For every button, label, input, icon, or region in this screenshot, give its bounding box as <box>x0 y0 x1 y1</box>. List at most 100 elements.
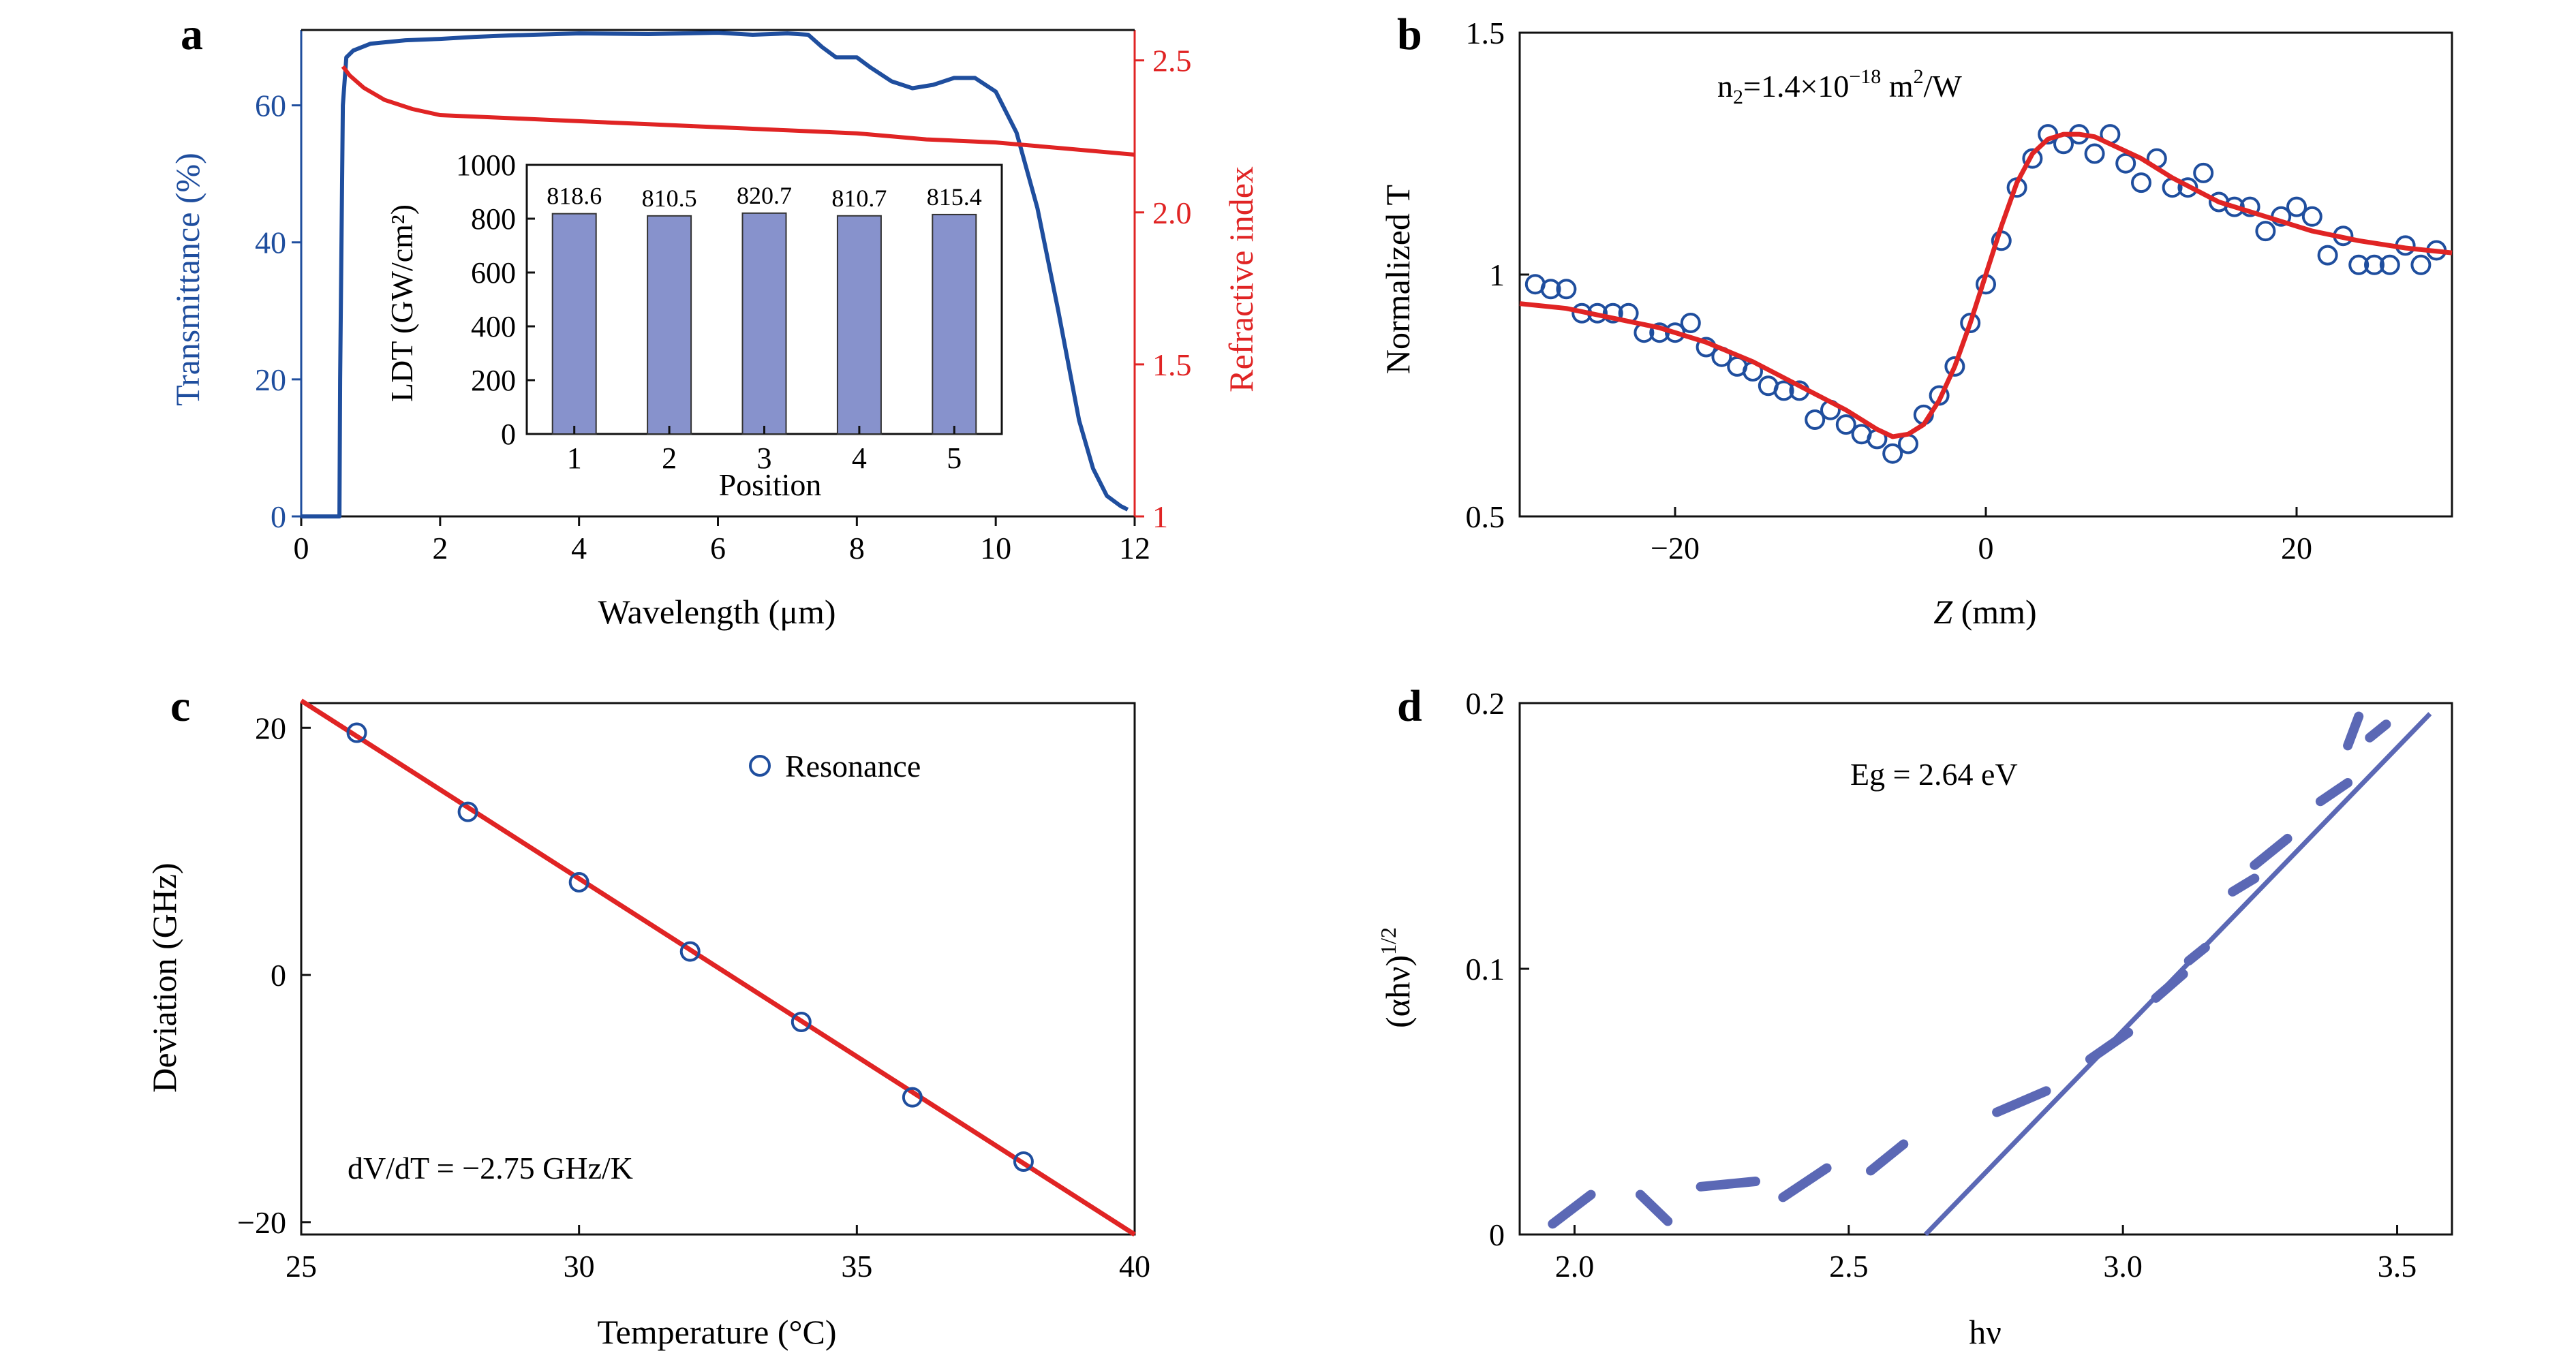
panel-d-data-segment <box>1636 1190 1673 1226</box>
panel-d-data-segment <box>2343 711 2364 751</box>
panel-b-point <box>2286 196 2307 217</box>
panel-b-fit-line <box>1519 131 2453 439</box>
panel-a-inset-ylabel: LDT (GW/cm²) <box>384 204 419 402</box>
panel-a-inset-bar <box>932 213 977 435</box>
panel-d-plot: 2.0 2.5 3.0 3.5 0 0.1 0.2 <box>1466 686 2453 1284</box>
panel-b-point <box>1898 433 1918 454</box>
panel-b-point <box>2022 148 2043 169</box>
panel-b-point <box>1835 414 1856 435</box>
panel-b-xtick-label: 0 <box>1978 531 1994 565</box>
panel-b-ytick-label: 1.5 <box>1466 16 1505 50</box>
panel-a-inset-xtick-label: 2 <box>662 441 677 475</box>
panel-d-xtick-label: 2.5 <box>1829 1249 1869 1284</box>
panel-a-inset-bar-label: 810.7 <box>831 185 887 212</box>
panel-b-point <box>1944 356 1965 377</box>
panel-a-inset-xtick-label: 4 <box>852 441 867 475</box>
panel-b-point <box>1540 279 1561 300</box>
panel-a-inset-bar-label: 820.7 <box>737 182 792 209</box>
panel-a-y2label: Refractive index <box>1222 166 1260 392</box>
panel-a-ytick-label: 40 <box>255 226 286 260</box>
panel-b-point <box>2084 143 2105 164</box>
panel-a-inset-bar-label: 818.6 <box>547 183 602 210</box>
panel-a-y2tick-label: 2.0 <box>1152 196 1192 230</box>
panel-c-ylabel: Deviation (GHz) <box>145 863 183 1092</box>
panel-a-inset: 818.6 1 810.5 2 820.7 3 810.7 4 815.4 5 0 200 400 600… <box>456 149 1003 475</box>
panel-d-ytick-label: 0 <box>1489 1217 1505 1252</box>
panel-b-point <box>2348 254 2370 275</box>
panel-c-ytick-label: −20 <box>237 1205 286 1240</box>
panel-a-xtick-label: 10 <box>980 531 1011 565</box>
panel-a-inset-bar <box>836 215 882 435</box>
panel-a-y2tick-label: 2.5 <box>1152 44 1192 78</box>
panel-b-ytick-label: 1 <box>1489 258 1505 292</box>
panel-b-xlabel: Z (mm) <box>1933 593 2036 631</box>
panel-a-xtick-label: 8 <box>849 531 865 565</box>
panel-c-point <box>568 872 589 893</box>
panel-c-fit-line <box>300 698 1136 1237</box>
panel-b-annotation: n2=1.4×10−18 m2/W <box>1717 65 1962 108</box>
panel-d-fit-line <box>1923 712 2432 1237</box>
panel-c-point <box>679 941 701 962</box>
panel-b-point <box>1882 443 1903 464</box>
panel-b-point <box>1680 313 1701 333</box>
panel-d-data-segment <box>1866 1139 1909 1176</box>
panel-d-ytick-label: 0.1 <box>1466 952 1505 987</box>
panel-b-point <box>1602 302 1623 324</box>
panel-d-xlabel: hν <box>1969 1313 2002 1351</box>
panel-c-xlabel: Temperature (°C) <box>597 1313 836 1351</box>
panel-b-point <box>1960 313 1981 333</box>
panel-a-inset-ytick-label: 0 <box>501 418 516 451</box>
panel-c-letter: c <box>170 681 190 731</box>
panel-b-point <box>2317 245 2338 266</box>
panel-d-xtick-label: 2.0 <box>1555 1249 1595 1284</box>
panel-c-xtick-label: 25 <box>286 1249 317 1284</box>
panel-b-ylabel: Normalized T <box>1379 185 1417 374</box>
panel-c-point <box>902 1087 923 1108</box>
panel-b-xtick-label: −20 <box>1651 531 1700 565</box>
panel-b-point <box>2255 221 2276 242</box>
panel-c-frame <box>300 702 1136 1236</box>
panel-c-ytick-label: 0 <box>271 958 286 993</box>
panel-b-point <box>2131 172 2151 193</box>
panel-b-point <box>1805 409 1826 430</box>
panel-b-point <box>2193 162 2214 183</box>
panel-a-inset-bar-label: 810.5 <box>642 185 697 212</box>
panel-b-point <box>2115 153 2136 174</box>
panel-a-inset-ytick-label: 200 <box>471 364 516 397</box>
panel-d-data-segment <box>2315 778 2353 807</box>
panel-c-point <box>346 722 367 743</box>
panel-a-refractive-index-line <box>341 65 1135 157</box>
panel-a-y2tick-label: 1.5 <box>1152 347 1192 382</box>
panel-b-point <box>1665 322 1685 343</box>
panel-c-point <box>457 801 478 822</box>
panel-a-xtick-label: 12 <box>1119 531 1150 565</box>
panel-a-inset-ytick-label: 1000 <box>456 149 516 182</box>
panel-c-xtick-label: 30 <box>564 1249 595 1284</box>
panel-c-point <box>791 1012 812 1032</box>
panel-a-inset-xtick-label: 1 <box>567 441 582 475</box>
panel-d-xtick-label: 3.0 <box>2103 1249 2143 1284</box>
panel-d-data-segment <box>2365 719 2391 743</box>
panel-d-data-segment <box>1778 1163 1832 1202</box>
panel-d-ytick-label: 0.2 <box>1466 686 1505 721</box>
panel-b-point <box>1556 279 1577 300</box>
panel-b-xtick-label: 20 <box>2281 531 2312 565</box>
panel-a-ylabel: Transmittance (%) <box>168 153 206 406</box>
panel-a-inset-ytick-label: 600 <box>471 256 516 290</box>
panel-b-point <box>2364 254 2385 275</box>
panel-b-point <box>2177 177 2198 198</box>
panel-a-inset-xtick-label: 3 <box>757 441 772 475</box>
panel-c-ytick-label: 20 <box>255 711 286 745</box>
panel-c-plot: 25 30 35 40 −20 0 20 <box>237 698 1150 1284</box>
panel-a-ytick-label: 60 <box>255 89 286 123</box>
panel-b-point <box>1773 380 1794 401</box>
panel-b-point <box>2410 254 2432 275</box>
panel-a-inset-bar-label: 815.4 <box>927 183 982 211</box>
panel-b-plot: −20 0 20 0.5 1 1.5 <box>1466 16 2453 565</box>
panel-b-point <box>2224 196 2245 217</box>
panel-c-xtick-label: 35 <box>841 1249 872 1284</box>
panel-a-xlabel: Wavelength (μm) <box>598 593 835 631</box>
panel-d-annotation: Eg = 2.64 eV <box>1850 757 2018 792</box>
